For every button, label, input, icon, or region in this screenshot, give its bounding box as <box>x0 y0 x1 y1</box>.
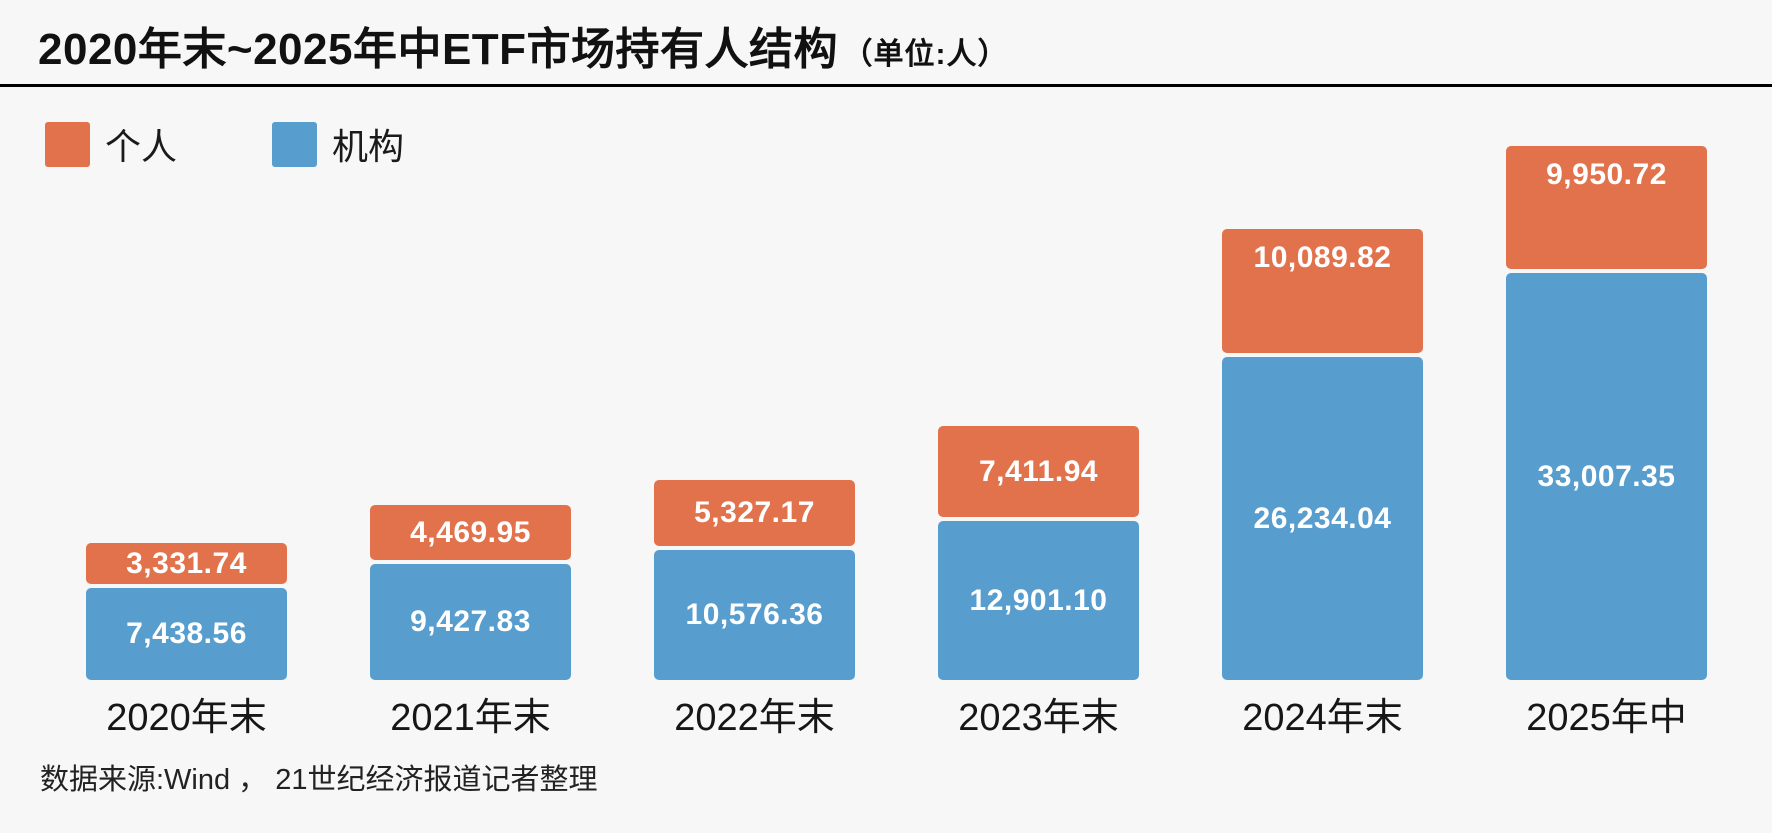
bar-segment-institution-4[interactable]: 26,234.04 <box>1222 357 1423 680</box>
legend-item-individual[interactable]: 个人 <box>45 118 177 170</box>
legend-swatch-institution-icon <box>272 121 318 167</box>
bar-segment-institution-3[interactable]: 12,901.10 <box>938 521 1139 680</box>
bar-segment-institution-5[interactable]: 33,007.35 <box>1506 273 1707 680</box>
x-axis-label-4: 2024年末 <box>1242 697 1403 739</box>
plot-area: 7,438.56 3,331.74 9,427.83 4,469.95 10,576.3… <box>86 146 1707 680</box>
bar-value-label-institution-1: 9,427.83 <box>410 605 531 638</box>
bar-group-4: 26,234.04 10,089.82 <box>1222 229 1423 680</box>
chart-legend: 个人 机构 <box>45 118 404 170</box>
bar-value-label-individual-4: 10,089.82 <box>1253 241 1392 274</box>
title-divider <box>0 84 1772 87</box>
x-axis-label-3: 2023年末 <box>958 697 1119 739</box>
data-source-note: 数据来源:Wind ， 21世纪经济报道记者整理 <box>40 764 598 796</box>
bar-value-label-institution-3: 12,901.10 <box>969 583 1108 617</box>
x-axis-label-0: 2020年末 <box>106 697 267 739</box>
bar-segment-individual-3[interactable]: 7,411.94 <box>938 426 1139 517</box>
bar-segment-institution-2[interactable]: 10,576.36 <box>654 550 855 680</box>
bar-value-label-institution-2: 10,576.36 <box>685 598 824 631</box>
legend-label-individual: 个人 <box>105 126 178 167</box>
legend-label-institution: 机构 <box>332 126 405 167</box>
x-axis-label-1: 2021年末 <box>390 697 551 739</box>
bar-value-label-individual-0: 3,331.74 <box>126 546 247 580</box>
bar-segment-individual-4[interactable]: 10,089.82 <box>1222 229 1423 353</box>
bar-group-0: 7,438.56 3,331.74 <box>86 543 287 680</box>
bar-group-3: 12,901.10 7,411.94 <box>938 426 1139 680</box>
bar-value-label-individual-2: 5,327.17 <box>694 496 815 529</box>
bar-value-label-individual-5: 9,950.72 <box>1546 158 1667 191</box>
legend-item-institution[interactable]: 机构 <box>272 118 404 170</box>
bar-value-label-institution-5: 33,007.35 <box>1537 459 1676 493</box>
bar-group-2: 10,576.36 5,327.17 <box>654 480 855 680</box>
chart-title-unit: （单位:人） <box>842 38 1009 71</box>
bar-segment-individual-0[interactable]: 3,331.74 <box>86 543 287 584</box>
bar-value-label-individual-3: 7,411.94 <box>978 454 1099 488</box>
bar-segment-institution-0[interactable]: 7,438.56 <box>86 588 287 680</box>
x-axis-label-5: 2025年中 <box>1526 697 1687 739</box>
bar-value-label-individual-1: 4,469.95 <box>410 515 531 549</box>
chart-title: 2020年末~2025年中ETF市场持有人结构 <box>38 25 839 74</box>
bar-value-label-institution-4: 26,234.04 <box>1253 501 1392 535</box>
bar-segment-institution-1[interactable]: 9,427.83 <box>370 564 571 680</box>
page-title: 2020年末~2025年中ETF市场持有人结构 （单位:人） <box>38 24 1009 86</box>
legend-swatch-individual-icon <box>45 121 90 167</box>
bar-group-1: 9,427.83 4,469.95 <box>370 505 571 680</box>
bar-segment-individual-5[interactable]: 9,950.72 <box>1506 146 1707 269</box>
bar-segment-individual-1[interactable]: 4,469.95 <box>370 505 571 560</box>
x-axis-label-2: 2022年末 <box>674 697 835 739</box>
bar-group-5: 33,007.35 9,950.72 <box>1506 146 1707 680</box>
bar-segment-individual-2[interactable]: 5,327.17 <box>654 480 855 546</box>
bar-value-label-institution-0: 7,438.56 <box>126 617 247 650</box>
